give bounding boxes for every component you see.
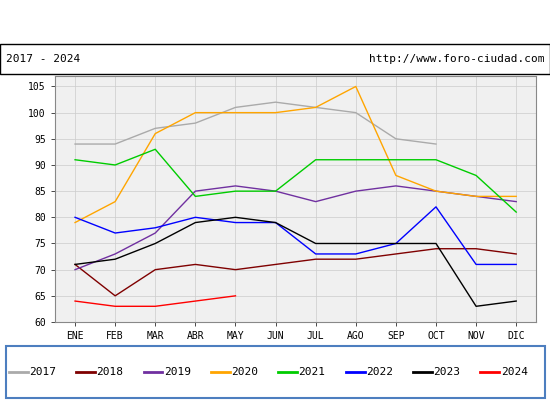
- Text: 2017 - 2024: 2017 - 2024: [6, 54, 80, 64]
- Text: 2022: 2022: [366, 367, 393, 377]
- Text: 2023: 2023: [433, 367, 460, 377]
- Text: 2017: 2017: [29, 367, 56, 377]
- Text: http://www.foro-ciudad.com: http://www.foro-ciudad.com: [369, 54, 544, 64]
- Text: 2020: 2020: [231, 367, 258, 377]
- Text: 2019: 2019: [164, 367, 191, 377]
- Text: 2021: 2021: [299, 367, 326, 377]
- Text: 2018: 2018: [96, 367, 123, 377]
- Text: 2024: 2024: [500, 367, 527, 377]
- Text: Evolucion del paro registrado en Llanera de Ranes: Evolucion del paro registrado en Llanera…: [70, 14, 480, 28]
